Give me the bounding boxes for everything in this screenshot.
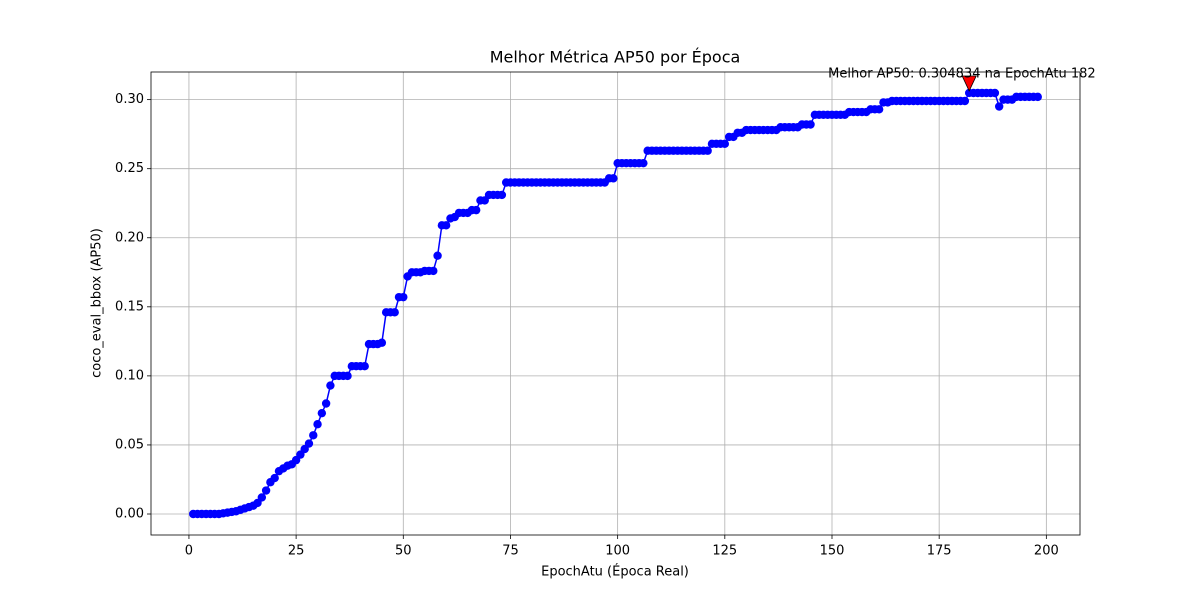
data-point xyxy=(399,292,408,302)
x-tick-label: 200 xyxy=(1034,544,1059,559)
data-point xyxy=(429,266,438,276)
annotation-text: Melhor AP50: 0.304834 na EpochAtu 182 xyxy=(828,67,1096,82)
x-axis-label: EpochAtu (Época Real) xyxy=(541,564,689,580)
data-point xyxy=(343,371,352,381)
data-point xyxy=(326,381,335,390)
data-point xyxy=(994,102,1004,111)
data-point xyxy=(257,493,267,502)
data-point xyxy=(639,158,648,168)
data-point xyxy=(471,205,481,215)
y-tick-label: 0.30 xyxy=(115,92,144,107)
x-tick-label: 175 xyxy=(927,544,952,559)
data-point xyxy=(441,221,451,230)
data-point xyxy=(960,96,970,106)
chart-title: Melhor Métrica AP50 por Época xyxy=(490,48,741,67)
data-point xyxy=(990,88,1000,98)
plot-frame xyxy=(150,71,1081,536)
x-tick-label: 150 xyxy=(820,544,845,559)
data-point xyxy=(270,473,279,483)
y-tick-label: 0.25 xyxy=(115,161,144,176)
data-point xyxy=(874,105,884,114)
x-tick-label: 0 xyxy=(185,544,193,559)
data-point xyxy=(806,120,815,129)
data-point xyxy=(433,251,442,260)
y-tick-label: 0.20 xyxy=(115,230,144,245)
data-point xyxy=(360,362,369,371)
data-point xyxy=(609,174,618,183)
data-point xyxy=(321,399,331,408)
x-tick-label: 100 xyxy=(605,544,630,559)
y-tick-label: 0.15 xyxy=(115,299,144,314)
y-tick-label: 0.10 xyxy=(115,368,144,383)
data-point xyxy=(304,439,314,448)
data-point xyxy=(377,338,387,347)
x-tick-label: 75 xyxy=(502,544,519,559)
y-tick-label: 0.05 xyxy=(115,437,144,452)
data-point xyxy=(1033,92,1042,102)
data-point xyxy=(497,190,507,200)
data-point xyxy=(720,139,730,149)
x-tick-label: 125 xyxy=(712,544,737,559)
data-point xyxy=(313,420,322,429)
data-point xyxy=(703,146,712,155)
x-tick-label: 25 xyxy=(288,544,305,559)
annotation-arrow xyxy=(961,75,977,92)
data-point xyxy=(317,408,327,418)
y-tick-label: 0.00 xyxy=(115,507,144,522)
y-axis-label: coco_eval_bbox (AP50) xyxy=(90,228,105,378)
data-point xyxy=(309,431,318,440)
data-point xyxy=(261,486,271,495)
data-point xyxy=(390,308,399,317)
x-tick-label: 50 xyxy=(395,544,412,559)
